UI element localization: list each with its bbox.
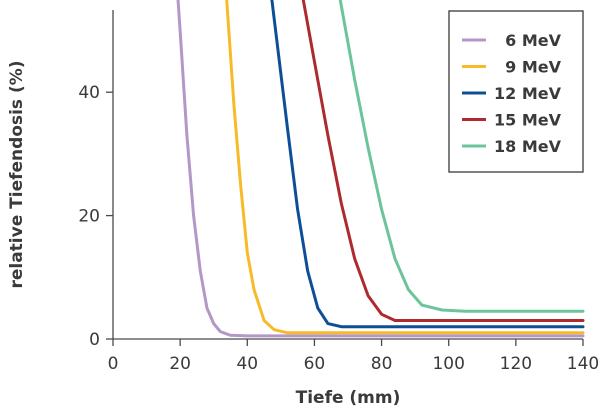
legend-label: 15 MeV bbox=[494, 111, 562, 130]
x-tick-label: 100 bbox=[432, 354, 464, 374]
x-tick-label: 40 bbox=[236, 354, 258, 374]
ticks: 020406080100120140020406080100 bbox=[78, 83, 599, 374]
x-tick-label: 20 bbox=[169, 354, 191, 374]
y-tick-label: 20 bbox=[78, 207, 100, 227]
x-tick-label: 60 bbox=[304, 354, 326, 374]
series-line-1 bbox=[225, 0, 585, 335]
series-line-4 bbox=[338, 0, 585, 313]
x-axis-title: Tiefe (mm) bbox=[296, 388, 401, 408]
axes bbox=[112, 10, 583, 340]
series-line-2 bbox=[270, 0, 585, 329]
legend-label: 12 MeV bbox=[494, 84, 562, 103]
legend-label: 9 MeV bbox=[505, 58, 561, 77]
legend: 6 MeV 9 MeV 12 MeV 15 MeV 18 MeV bbox=[448, 10, 584, 173]
legend-label: 18 MeV bbox=[494, 137, 562, 156]
legend-label: 6 MeV bbox=[505, 31, 561, 50]
y-tick-label: 0 bbox=[89, 330, 100, 350]
series-line-0 bbox=[176, 0, 585, 338]
x-tick-label: 140 bbox=[567, 354, 599, 374]
plot-area bbox=[176, 0, 585, 338]
x-tick-label: 80 bbox=[371, 354, 393, 374]
x-tick-label: 120 bbox=[500, 354, 532, 374]
y-axis-title: relative Tiefendosis (%) bbox=[7, 60, 27, 288]
x-tick-label: 0 bbox=[108, 354, 119, 374]
series-line-3 bbox=[301, 0, 585, 322]
y-tick-label: 40 bbox=[78, 83, 100, 103]
